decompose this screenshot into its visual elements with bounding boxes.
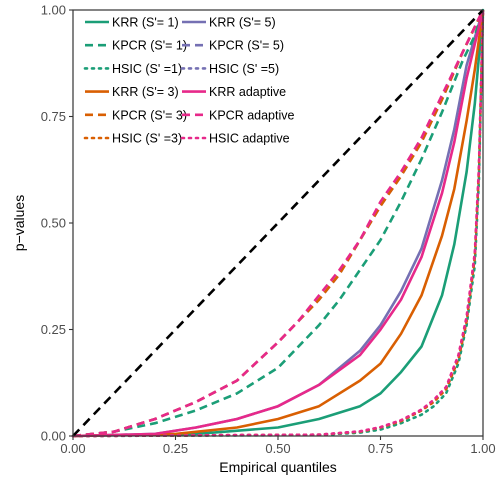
legend-label: KRR (S'= 1) (112, 16, 179, 30)
y-tick-label: 0.25 (41, 322, 66, 337)
legend-label: KPCR adaptive (209, 108, 295, 122)
x-tick-label: 0.00 (60, 441, 85, 456)
legend-label: HSIC (S' =1) (112, 62, 182, 76)
series-line-6 (72, 9, 485, 438)
legend-label: KRR (S'= 5) (209, 16, 276, 30)
x-tick-label: 0.75 (368, 441, 393, 456)
x-tick-label: 1.00 (470, 441, 495, 456)
y-axis-title: p−values (11, 195, 27, 251)
y-tick-label: 0.50 (41, 216, 66, 231)
legend: KRR (S'= 1) KRR (S'= 5) KPCR (S'= 1) KPCR (… (83, 16, 295, 146)
legend-label: HSIC (S' =3) (112, 132, 182, 146)
series-line-11 (71, 8, 485, 438)
legend-label: KRR (S'= 3) (112, 85, 179, 99)
x-tick-label: 0.50 (265, 441, 290, 456)
legend-label: KPCR (S'= 3) (112, 108, 187, 122)
legend-label: KPCR (S'= 1) (112, 39, 187, 53)
legend-label: HSIC (S' =5) (209, 62, 279, 76)
reference-diagonal (72, 9, 484, 437)
series-lines (71, 8, 485, 438)
series-line-0 (72, 9, 485, 438)
series-line-2 (72, 9, 485, 438)
x-tick-label: 0.25 (163, 441, 188, 456)
series-line-7 (72, 9, 485, 438)
legend-label: KPCR (S'= 5) (209, 39, 284, 53)
axis-ticks: 0.00 0.25 0.50 0.75 1.00 0.00 0.25 0.50 0.75 1.00 (41, 3, 496, 457)
x-axis-title: Empirical quantiles (219, 459, 337, 475)
y-tick-label: 0.00 (41, 429, 66, 444)
y-tick-label: 1.00 (41, 3, 66, 18)
series-line-9 (72, 9, 485, 438)
legend-label: HSIC adaptive (209, 132, 290, 146)
legend-label: KRR adaptive (209, 85, 286, 99)
y-tick-label: 0.75 (41, 109, 66, 124)
